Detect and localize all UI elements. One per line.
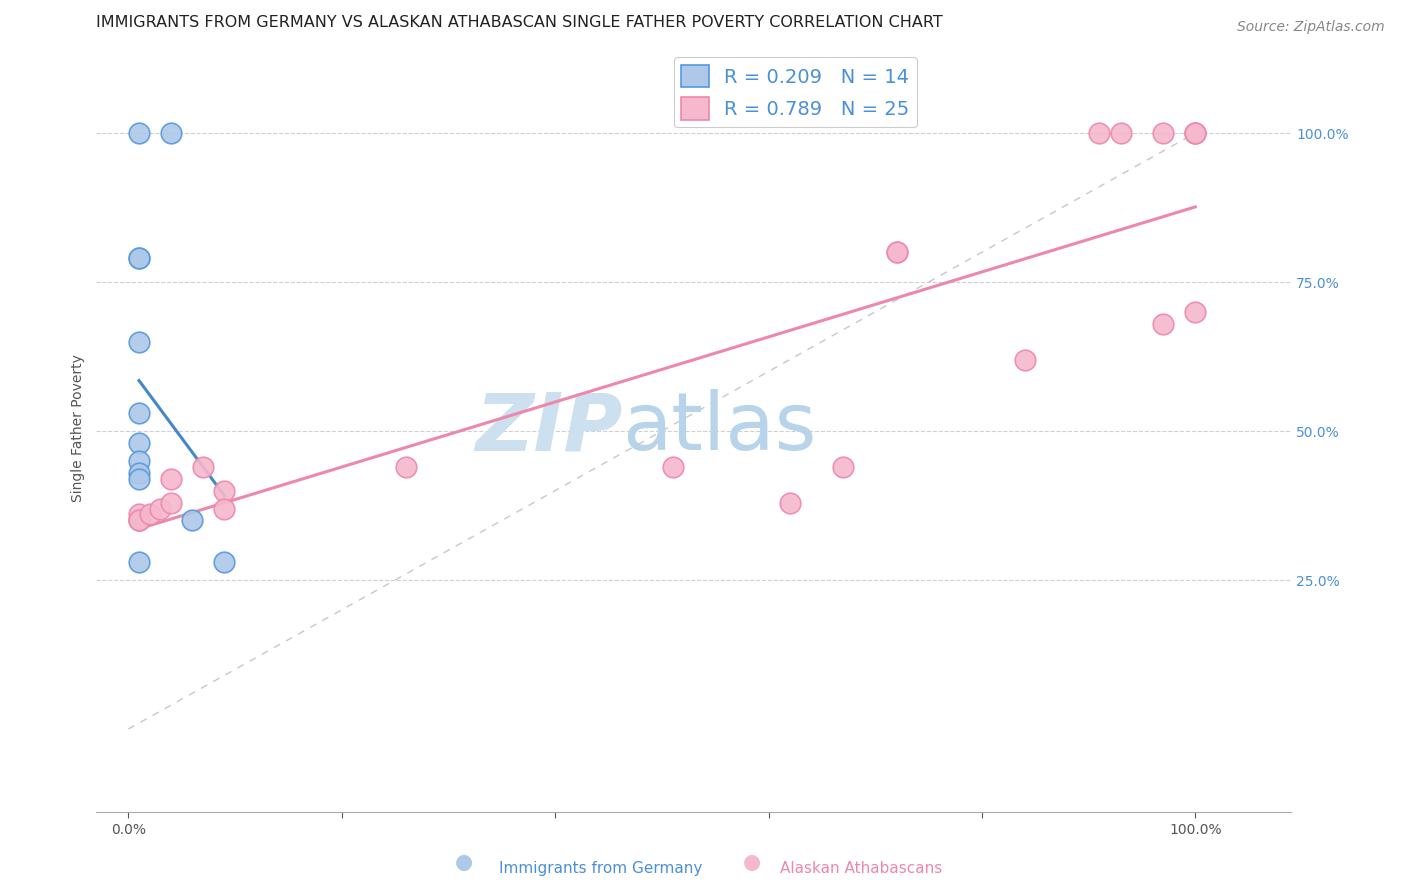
Point xyxy=(191,459,214,474)
Point xyxy=(181,513,204,527)
Point xyxy=(1184,126,1206,140)
Point xyxy=(160,495,183,509)
Point xyxy=(832,459,855,474)
Point xyxy=(1184,126,1206,140)
Point xyxy=(128,555,150,569)
Point xyxy=(149,501,172,516)
Point xyxy=(395,459,418,474)
Point xyxy=(128,251,150,265)
Point xyxy=(160,126,183,140)
Point xyxy=(886,245,908,260)
Point xyxy=(138,508,160,522)
Point xyxy=(128,466,150,480)
Point xyxy=(1088,126,1111,140)
Point xyxy=(128,251,150,265)
Point xyxy=(214,555,236,569)
Point xyxy=(128,454,150,468)
Text: ZIP: ZIP xyxy=(475,389,621,467)
Point xyxy=(128,126,150,140)
Text: atlas: atlas xyxy=(621,389,817,467)
Point xyxy=(128,513,150,527)
Point xyxy=(128,472,150,486)
Point xyxy=(1152,126,1174,140)
Point xyxy=(128,513,150,527)
Point xyxy=(128,513,150,527)
Y-axis label: Single Father Poverty: Single Father Poverty xyxy=(72,354,86,502)
Text: ●: ● xyxy=(456,853,472,872)
Point xyxy=(886,245,908,260)
Point xyxy=(1184,126,1206,140)
Text: Source: ZipAtlas.com: Source: ZipAtlas.com xyxy=(1237,20,1385,34)
Point xyxy=(128,334,150,349)
Point xyxy=(1152,317,1174,331)
Text: Immigrants from Germany: Immigrants from Germany xyxy=(499,861,703,876)
Text: Alaskan Athabascans: Alaskan Athabascans xyxy=(780,861,942,876)
Point xyxy=(661,459,683,474)
Point xyxy=(128,508,150,522)
Point xyxy=(779,495,801,509)
Point xyxy=(1109,126,1132,140)
Legend: R = 0.209   N = 14, R = 0.789   N = 25: R = 0.209 N = 14, R = 0.789 N = 25 xyxy=(673,57,917,128)
Point xyxy=(128,406,150,420)
Text: IMMIGRANTS FROM GERMANY VS ALASKAN ATHABASCAN SINGLE FATHER POVERTY CORRELATION : IMMIGRANTS FROM GERMANY VS ALASKAN ATHAB… xyxy=(97,15,943,30)
Point xyxy=(214,501,236,516)
Point xyxy=(214,483,236,498)
Point xyxy=(1184,305,1206,319)
Text: ●: ● xyxy=(744,853,761,872)
Point xyxy=(1014,352,1036,367)
Point xyxy=(160,472,183,486)
Point xyxy=(128,436,150,450)
